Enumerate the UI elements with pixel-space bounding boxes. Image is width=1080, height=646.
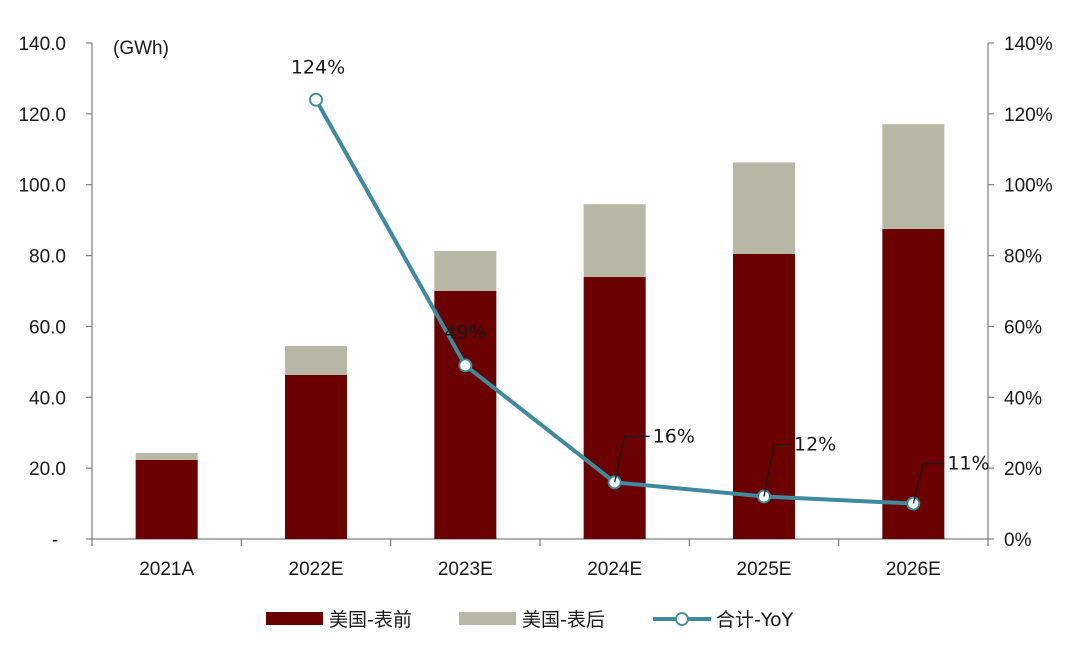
bar-segment-front: [882, 229, 945, 539]
bar-segment-back: [733, 162, 795, 254]
yoy-label-leader: [614, 435, 650, 483]
bar-segment-front: [583, 276, 646, 539]
left-tick-label: 120.0: [18, 105, 66, 126]
yoy-label-leader: [763, 443, 791, 497]
yoy-point: [309, 92, 323, 107]
yoy-data-label: 16%: [653, 425, 695, 447]
bar-segment-front: [135, 459, 198, 539]
x-tick-label: 2026E: [886, 559, 941, 580]
bar-segment-back: [882, 124, 945, 229]
left-tick-label: 60.0: [29, 317, 66, 338]
right-tick-label: 20%: [1004, 459, 1042, 480]
right-tick-label: 60%: [1004, 317, 1042, 338]
right-tick-label: 100%: [1004, 176, 1053, 197]
right-tick-label: 40%: [1004, 388, 1042, 409]
bar-segment-back: [285, 345, 347, 375]
left-tick-label: 40.0: [29, 388, 66, 409]
right-tick-label: 140%: [1004, 34, 1053, 55]
bar-segment-back: [135, 452, 198, 460]
x-tick-label: 2025E: [737, 559, 792, 580]
bar-segment-front: [285, 374, 347, 539]
unit-label: (GWh): [113, 38, 169, 59]
legend-swatch-front: [266, 612, 323, 625]
left-tick-label: 20.0: [29, 459, 66, 480]
bars: [135, 124, 945, 540]
x-tick-label: 2021A: [139, 559, 194, 580]
legend-label-front: 美国-表前: [329, 609, 412, 631]
left-tick-label: 80.0: [29, 247, 66, 268]
yoy-point: [458, 358, 473, 373]
right-tick-label: 0%: [1004, 530, 1032, 551]
yoy-data-label: 12%: [794, 433, 836, 455]
bar-segment-back: [434, 250, 497, 291]
legend-swatch-back: [459, 612, 516, 625]
data-labels: 124% 49% 16% 12% 11%: [291, 57, 990, 504]
legend: 美国-表前 美国-表后 合计-YoY: [266, 609, 794, 631]
x-tick-label: 2023E: [438, 559, 493, 580]
legend-label-back: 美国-表后: [522, 609, 605, 631]
yoy-data-label: 11%: [947, 453, 989, 475]
x-tick-label: 2024E: [587, 559, 642, 580]
legend-marker-yoy: [675, 612, 689, 626]
axes: - 20.0 40.0 60.0 80.0 100.0 120.0 140.0 0% 20% 40%…: [18, 34, 1052, 580]
right-tick-label: 120%: [1004, 105, 1053, 126]
x-tick-label: 2022E: [289, 559, 344, 580]
right-tick-label: 80%: [1004, 247, 1042, 268]
yoy-data-label: 124%: [291, 57, 345, 79]
legend-label-yoy: 合计-YoY: [716, 609, 794, 631]
left-tick-label: 100.0: [18, 176, 66, 197]
yoy-label-leader: [912, 462, 945, 504]
yoy-data-label: 49%: [444, 321, 486, 343]
left-tick-label: 140.0: [18, 34, 66, 55]
bar-segment-back: [583, 204, 646, 277]
left-tick-label: -: [52, 530, 58, 551]
